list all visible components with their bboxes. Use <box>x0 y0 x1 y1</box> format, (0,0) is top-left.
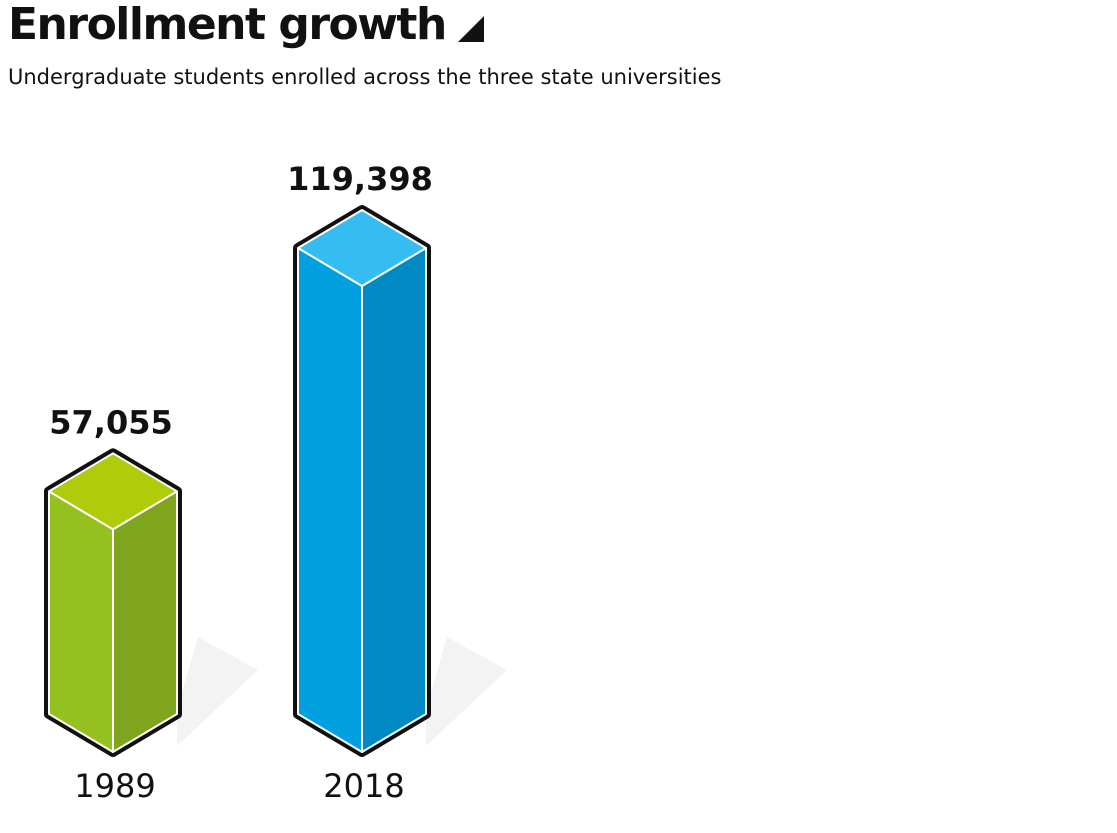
chart-subtitle: Undergraduate students enrolled across t… <box>8 65 722 89</box>
bar-shadow-2018 <box>426 637 507 746</box>
bar-side-face-2018 <box>361 247 427 753</box>
chart-header: Enrollment growth Undergraduate students… <box>8 0 721 90</box>
value-label-1989: 57,055 <box>49 403 172 441</box>
bar-front-face-1989 <box>48 490 114 753</box>
bar-1989 <box>44 448 182 757</box>
labels-group: 57,055 1989 119,398 2018 <box>49 160 433 805</box>
bars-group <box>44 205 431 757</box>
bar-top-face-1989 <box>48 452 178 531</box>
title-row: Enrollment growth <box>8 0 721 50</box>
category-label-1989: 1989 <box>74 767 155 805</box>
bar-shadows <box>177 637 507 746</box>
bar-front-face-2018 <box>297 247 363 753</box>
bar-2018 <box>293 205 431 757</box>
bar-shadow-1989 <box>177 637 258 746</box>
category-label-2018: 2018 <box>323 767 404 805</box>
value-label-2018: 119,398 <box>287 160 433 198</box>
triangle-icon <box>457 16 484 42</box>
chart-title: Enrollment growth <box>8 0 447 50</box>
bar-side-face-1989 <box>112 490 178 753</box>
bar-top-face-2018 <box>297 209 427 287</box>
